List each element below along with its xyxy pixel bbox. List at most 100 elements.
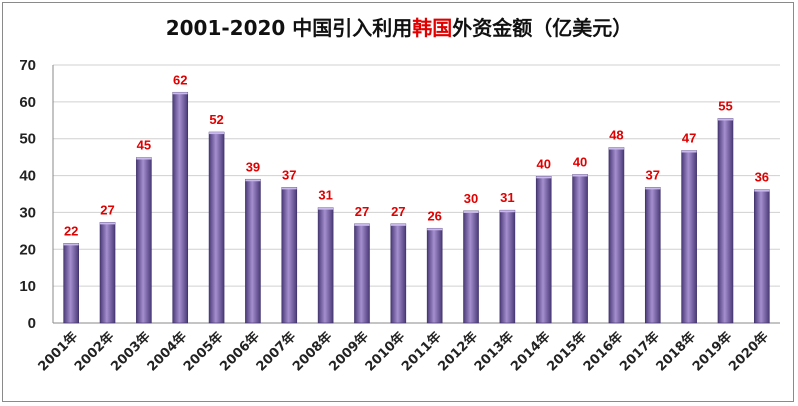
- bar: [499, 209, 516, 324]
- bar-top-highlight: [608, 147, 624, 150]
- data-label: 36: [755, 170, 769, 185]
- x-tick-label: 2014年: [507, 329, 553, 375]
- bar-top-highlight: [717, 118, 733, 121]
- bar-top-highlight: [754, 189, 770, 192]
- x-tick-label: 2001年: [35, 329, 81, 375]
- bar: [317, 207, 334, 324]
- bar: [681, 150, 697, 324]
- data-label: 55: [718, 98, 732, 113]
- x-tick-label: 2016年: [580, 329, 626, 375]
- data-label: 37: [282, 167, 296, 182]
- x-tick-label: 2012年: [435, 329, 481, 375]
- data-label: 62: [173, 72, 187, 87]
- x-tick-label: 2004年: [144, 329, 190, 375]
- bar-top-highlight: [463, 210, 479, 213]
- bar-top-highlight: [318, 207, 334, 210]
- x-tick-label: 2006年: [217, 329, 263, 375]
- data-label: 47: [682, 131, 696, 146]
- x-tick-label: 2020年: [726, 329, 772, 375]
- bar: [572, 174, 588, 324]
- bar: [208, 131, 225, 324]
- title-suffix: 外资金额（亿美元）: [452, 16, 633, 40]
- x-tick-label: 2011年: [398, 329, 444, 375]
- data-label: 22: [64, 223, 78, 238]
- y-tick-label: 50: [19, 131, 36, 148]
- x-tick-label: 2002年: [71, 329, 117, 375]
- x-tick-label: 2018年: [653, 329, 699, 375]
- x-tick-labels: 2001年2002年2003年2004年2005年2006年2007年2008年…: [35, 329, 772, 375]
- chart-title: 2001-2020 中国引入利用韩国外资金额（亿美元）: [0, 12, 798, 41]
- y-tick-label: 20: [19, 241, 36, 258]
- data-label: 45: [137, 138, 151, 153]
- x-tick-label: 2010年: [362, 329, 408, 375]
- bar-top-highlight: [100, 222, 116, 225]
- bar-top-highlight: [645, 187, 661, 190]
- x-tick-label: 2013年: [471, 329, 517, 375]
- chart-frame: [2, 2, 794, 402]
- bar: [63, 243, 79, 324]
- y-tick-label: 40: [19, 168, 36, 185]
- bar: [426, 227, 443, 324]
- bar-top-highlight: [390, 223, 406, 226]
- x-tick-label: 2005年: [180, 329, 226, 375]
- bar-top-highlight: [536, 176, 552, 179]
- y-tick-label: 10: [19, 278, 36, 295]
- bar-top-highlight: [427, 228, 443, 231]
- data-label: 37: [646, 167, 660, 182]
- bar: [754, 189, 770, 324]
- data-label: 26: [427, 208, 441, 223]
- bar: [608, 147, 625, 324]
- axes: [52, 65, 780, 324]
- title-prefix: 2001-2020 中国引入利用: [165, 16, 413, 40]
- x-tick-label: 2017年: [617, 329, 663, 375]
- y-tick-label: 30: [19, 204, 36, 221]
- y-tick-label: 70: [19, 57, 36, 74]
- bar-top-highlight: [499, 210, 515, 213]
- gridlines: [53, 64, 780, 324]
- bar: [390, 223, 407, 324]
- data-label: 40: [573, 154, 587, 169]
- bar: [99, 222, 116, 324]
- data-label: 39: [246, 159, 260, 174]
- bar-top-highlight: [136, 157, 152, 160]
- bar: [354, 223, 370, 324]
- data-label: 30: [464, 191, 478, 206]
- bar-top-highlight: [572, 174, 588, 177]
- bar-top-highlight: [681, 150, 697, 153]
- bar: [644, 187, 661, 324]
- bar-top-highlight: [245, 179, 261, 182]
- bar: [717, 118, 734, 324]
- x-tick-label: 2008年: [289, 329, 335, 375]
- bar-top-highlight: [209, 132, 225, 135]
- y-tick-label: 0: [28, 315, 36, 332]
- x-tick-label: 2019年: [689, 329, 735, 375]
- data-label: 31: [318, 188, 332, 203]
- bar-top-highlight: [63, 243, 79, 246]
- bar: [535, 176, 552, 324]
- data-label: 31: [500, 190, 514, 205]
- data-label: 40: [536, 156, 550, 171]
- data-label: 27: [391, 204, 405, 219]
- data-label: 48: [609, 128, 623, 143]
- title-highlight: 韩国: [412, 16, 453, 40]
- data-label: 52: [209, 112, 223, 127]
- y-tick-labels: 0 10 20 30 40 50 60 70: [19, 57, 36, 332]
- bars: [63, 91, 770, 324]
- bar: [136, 157, 152, 324]
- bar: [172, 91, 189, 324]
- x-tick-label: 2009年: [326, 329, 372, 375]
- bar: [281, 187, 298, 324]
- x-tick-label: 2015年: [544, 329, 590, 375]
- data-label: 27: [100, 202, 114, 217]
- bar-top-highlight: [281, 187, 297, 190]
- bar: [463, 210, 479, 324]
- bar-top-highlight: [354, 223, 370, 226]
- bar: [245, 178, 261, 324]
- bar-top-highlight: [172, 92, 188, 95]
- data-label: 27: [355, 204, 369, 219]
- x-tick-label: 2007年: [253, 329, 299, 375]
- y-tick-label: 60: [19, 94, 36, 111]
- data-labels: 22 27 45 62 52 39 37 31 27 27 26 30 31 40 40 48 37 47 55 36: [64, 72, 769, 238]
- x-tick-label: 2003年: [108, 329, 154, 375]
